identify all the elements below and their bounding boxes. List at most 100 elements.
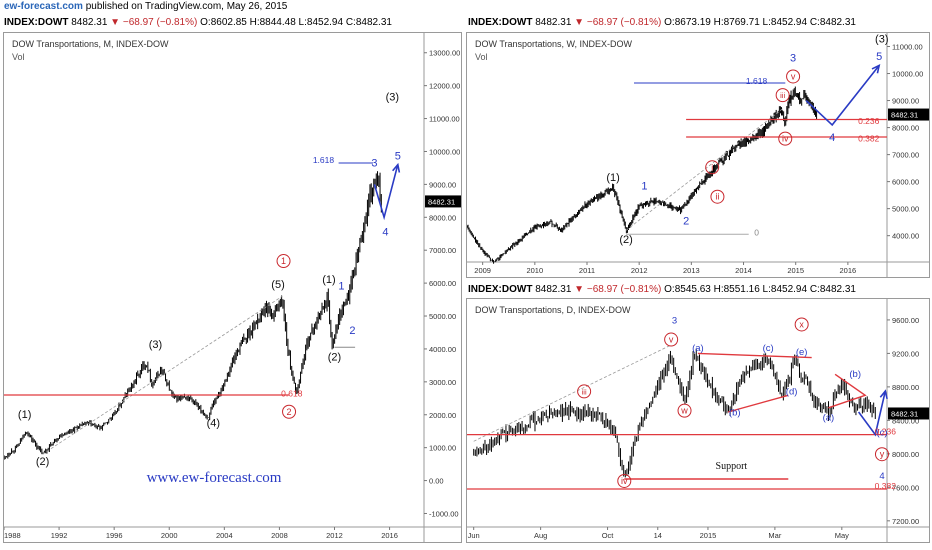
daily-change: ▼ −68.97 (−0.81%) [574,284,662,295]
monthly-x-tick-label: 2004 [216,531,233,540]
brand-published: published on TradingView.com, May 26, 20… [82,1,288,12]
monthly-projection-path [373,164,399,221]
monthly-y-tick-label: 12000.00 [429,82,460,91]
daily-y-tick-label: 7200.00 [892,517,919,526]
daily-x-tick-label: Oct [602,531,615,540]
daily-price-tag-label: 8482.31 [891,409,918,418]
weekly-trendline [625,108,783,231]
monthly-projection-arrow [392,162,401,173]
daily-wave-label-red-ring [874,447,889,462]
weekly-wave-label-red-ring [786,69,801,84]
daily-support-label: Support [716,461,748,472]
weekly-projection-path [805,64,880,127]
monthly-x-tick-label: 1996 [106,531,123,540]
weekly-symbol: INDEX:DOWT [468,17,533,28]
weekly-wave-label-red: iv [782,134,789,144]
daily-wave-label-blue: 3 [672,315,677,326]
weekly-wave-label-blue: 1 [641,181,647,193]
monthly-wave-label: (2) [328,351,341,363]
daily-header: INDEX:DOWT 8482.31 ▼ −68.97 (−0.81%) O:8… [468,284,856,295]
monthly-x-tick-label: 1988 [4,531,21,540]
daily-wave-label-red: y [880,449,885,459]
monthly-y-tick-label: 6000.00 [429,279,456,288]
weekly-x-tick-label: 2016 [840,266,857,275]
daily-wave-label-red: iv [621,476,628,486]
monthly-wave-label: (2) [36,456,49,468]
weekly-projection-arrow [871,63,881,74]
publisher-line: ew-forecast.com published on TradingView… [4,1,287,12]
monthly-y-tick-label: 1000.00 [429,444,456,453]
weekly-wave-label-blue: 5 [876,51,882,63]
monthly-symbol: INDEX:DOWT [4,17,69,28]
brand-site[interactable]: ew-forecast.com [4,1,83,12]
weekly-y-tick-label: 7000.00 [892,151,919,160]
monthly-volume-label: Vol [12,52,25,62]
monthly-price-tag-label: 8482.31 [428,197,455,206]
monthly-wave-label: (5) [271,279,284,291]
daily-wave-label-blue: 4 [879,471,884,482]
weekly-change: ▼ −68.97 (−0.81%) [574,17,662,28]
weekly-chart-svg: 11000.00 10000.00 9000.00 8000.00 7000.00 600… [467,33,929,277]
weekly-fib-label: 0 [754,227,759,237]
monthly-chart-title: DOW Transportations, M, INDEX-DOW [12,39,169,49]
weekly-wave-label-red: ii [715,192,719,202]
daily-wave-label-blue: (c) [876,427,887,438]
weekly-x-tick-label: 2009 [474,266,491,275]
monthly-change: ▼ −68.97 (−0.81%) [110,17,198,28]
monthly-header: INDEX:DOWT 8482.31 ▼ −68.97 (−0.81%) O:8… [4,17,392,28]
monthly-fib-label: 1.618 [313,155,335,165]
daily-wave-label-blue: (e) [796,347,808,358]
monthly-x-tick-label: 2000 [161,531,178,540]
daily-wave-label-red: v [669,335,674,345]
monthly-wave-label-blue: 3 [371,157,377,169]
weekly-volume-label: Vol [475,52,488,62]
monthly-wave-label-red-ring [276,254,291,269]
monthly-wave-label-blue: 1 [338,281,344,293]
monthly-wave-label-blue: 5 [395,151,401,163]
monthly-wave-label-blue: 4 [382,226,388,238]
monthly-x-tick-label: 2016 [381,531,398,540]
monthly-wave-label: (4) [207,417,220,429]
daily-price: 8482.31 [535,284,572,295]
weekly-chart-panel[interactable]: DOW Transportations, W, INDEX-DOW Vol 11… [466,32,930,278]
weekly-x-tick-label: 2010 [526,266,543,275]
weekly-y-tick-label: 11000.00 [892,43,923,52]
monthly-wave-label: (1) [322,274,335,286]
monthly-y-tick-label: 7000.00 [429,246,456,255]
monthly-fib-label: 0.618 [281,389,303,399]
monthly-wave-label: (3) [386,91,399,103]
weekly-x-tick-label: 2015 [787,266,804,275]
weekly-x-tick-label: 2012 [631,266,648,275]
weekly-wave-label: (2) [619,234,632,246]
weekly-price: 8482.31 [535,17,572,28]
weekly-wave-label-red: i [711,162,713,172]
weekly-chart-title: DOW Transportations, W, INDEX-DOW [475,39,633,49]
weekly-x-tick-label: 2011 [579,266,595,275]
daily-wave-label-red-ring [617,473,632,488]
weekly-wave-label-blue: 3 [790,52,796,64]
daily-chart-svg: 9600.00 9200.00 8800.00 8400.00 8000.00 7600.… [467,299,929,542]
daily-chart-panel[interactable]: DOW Transportations, D, INDEX-DOW 9600.0… [466,298,930,543]
daily-wave-label-blue: (c) [763,343,774,354]
weekly-y-tick-label: 10000.00 [892,70,923,79]
monthly-price: 8482.31 [71,17,108,28]
weekly-y-tick-label: 9000.00 [892,97,919,106]
daily-y-tick-label: 9200.00 [892,349,919,358]
monthly-y-tick-label: 4000.00 [429,345,456,354]
weekly-wave-label-blue: 4 [829,132,835,144]
monthly-wave-label-red: 2 [287,407,292,417]
daily-y-tick-label: 8000.00 [892,450,919,459]
monthly-y-tick-label: 0.00 [429,477,444,486]
daily-fib-label: 0.382 [875,481,897,491]
daily-x-tick-label: May [835,531,849,540]
daily-x-tick-label: 2015 [700,531,717,540]
weekly-wave-label-blue: 2 [683,215,689,227]
weekly-wave-label-red-ring [710,189,725,204]
monthly-chart-panel[interactable]: DOW Transportations, M, INDEX-DOW Vol 1 3… [3,32,462,543]
daily-symbol: INDEX:DOWT [468,284,533,295]
monthly-y-tick-label: 3000.00 [429,378,456,387]
daily-wave-label-blue: (a) [692,343,704,354]
daily-wave-label-blue: (b) [729,407,741,418]
monthly-y-tick-label: 8000.00 [429,213,456,222]
weekly-ohlc: O:8673.19 H:8769.71 L:8452.94 C:8482.31 [664,17,856,28]
